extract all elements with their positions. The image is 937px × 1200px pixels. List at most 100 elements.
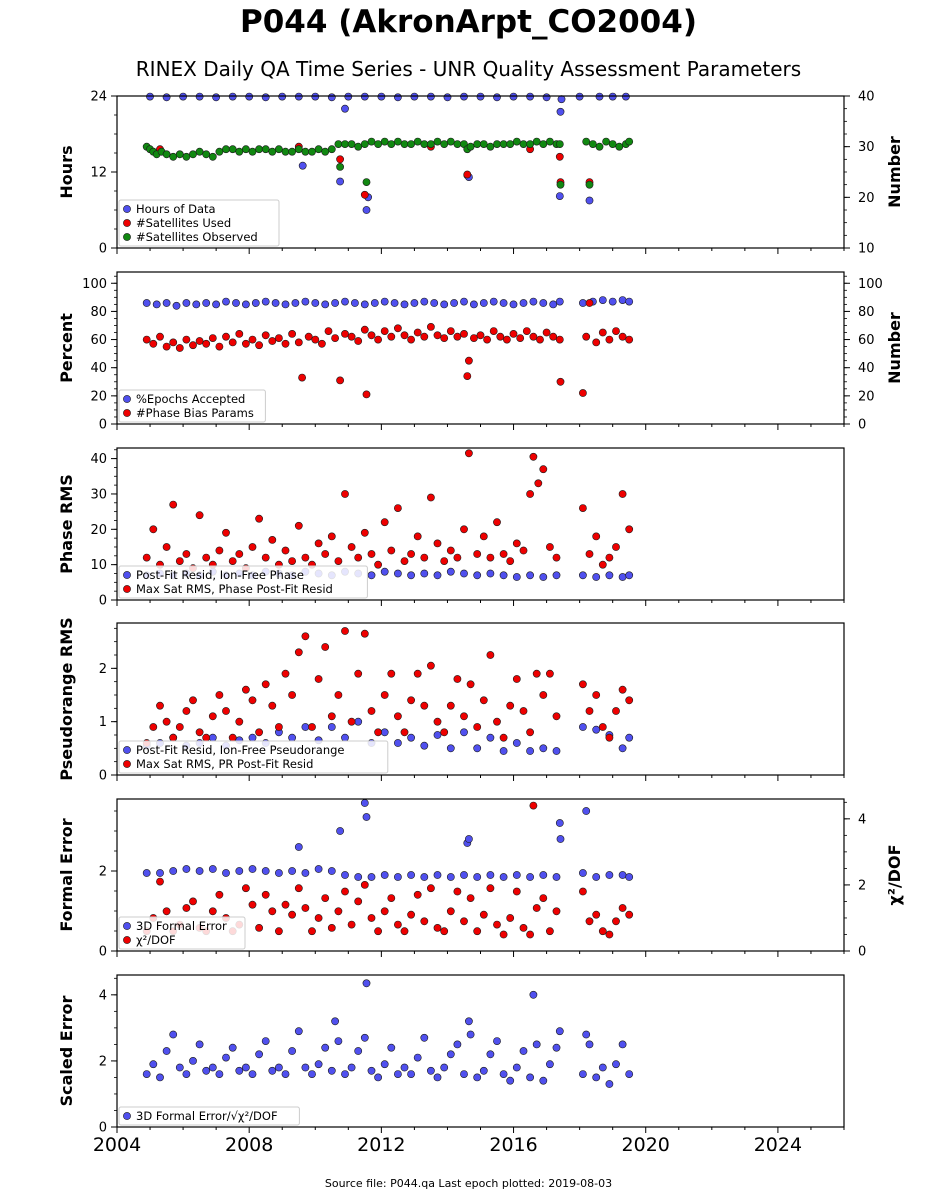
data-point: [162, 299, 171, 307]
data-point: [341, 627, 349, 635]
y-axis-label: Formal Error: [57, 818, 76, 931]
data-point: [618, 490, 627, 498]
data-point: [446, 873, 455, 881]
data-point: [539, 691, 548, 699]
data-point: [460, 712, 468, 721]
data-point: [420, 569, 429, 578]
data-point: [595, 142, 604, 151]
data-point: [496, 332, 505, 341]
data-point: [393, 324, 402, 333]
data-point: [301, 297, 310, 306]
data-point: [142, 1070, 151, 1078]
data-point: [499, 733, 508, 742]
data-point: [618, 685, 627, 694]
data-point: [512, 539, 521, 548]
data-point: [281, 300, 290, 309]
series-6-1: [142, 979, 634, 1088]
data-point: [552, 747, 561, 755]
data-point: [552, 1043, 561, 1052]
data-point: [579, 680, 587, 689]
data-point: [400, 1063, 409, 1072]
data-point: [235, 867, 244, 875]
data-point: [443, 93, 452, 102]
data-point: [327, 924, 336, 932]
y-tick-label: 0: [99, 418, 107, 433]
data-point: [367, 331, 376, 340]
data-point: [410, 299, 419, 307]
data-point: [162, 342, 171, 351]
data-point: [598, 927, 607, 936]
data-point: [248, 147, 257, 156]
data-point: [413, 532, 422, 541]
data-point: [336, 376, 344, 385]
data-point: [592, 532, 601, 541]
y2-tick-label: 30: [858, 140, 875, 155]
data-point: [288, 867, 296, 875]
data-point: [552, 553, 561, 562]
data-point: [532, 1040, 541, 1049]
data-point: [341, 887, 349, 896]
data-point: [228, 338, 237, 347]
data-point: [232, 299, 240, 307]
y-tick-label: 24: [90, 90, 107, 105]
data-point: [539, 140, 548, 148]
data-point: [499, 1070, 508, 1078]
data-point: [192, 300, 201, 309]
data-point: [235, 717, 244, 726]
data-point: [387, 669, 396, 678]
data-point: [440, 334, 449, 342]
data-point: [268, 147, 277, 156]
legend-marker: [123, 205, 131, 213]
data-point: [212, 93, 220, 102]
data-point: [618, 871, 627, 879]
data-point: [241, 145, 250, 154]
data-point: [433, 539, 442, 548]
y-tick-label: 20: [90, 389, 107, 404]
data-point: [294, 884, 303, 893]
data-point: [228, 145, 237, 154]
data-point: [453, 887, 462, 896]
panel-3: 0 10 20 30 40 Phase RMS Post-Fit Resid, Ion-Fr…: [57, 447, 845, 609]
data-point: [526, 930, 534, 939]
data-point: [625, 525, 634, 534]
data-point: [526, 571, 534, 580]
data-point: [255, 514, 263, 523]
data-point: [464, 356, 473, 365]
data-point: [261, 680, 270, 689]
y-tick-label: 2: [99, 865, 107, 880]
series-4-2: [142, 627, 634, 747]
y-tick-label: 30: [90, 487, 107, 502]
data-point: [426, 1066, 435, 1075]
y2-axis-label: χ²/DOF: [885, 845, 904, 906]
data-point: [360, 799, 369, 807]
legend-label: %Epochs Accepted: [136, 392, 245, 406]
data-point: [189, 1057, 197, 1065]
data-point: [519, 1047, 528, 1055]
data-point: [473, 927, 482, 936]
data-point: [301, 904, 310, 912]
y-tick-label: 0: [99, 769, 107, 784]
x-tick-label: 2008: [225, 1134, 273, 1156]
data-point: [336, 827, 344, 835]
y-tick-label: 100: [82, 277, 107, 292]
data-point: [582, 137, 591, 146]
data-point: [341, 297, 349, 306]
y-tick-label: 10: [90, 558, 107, 573]
data-point: [142, 553, 151, 562]
x-tick-label: 2004: [93, 1134, 141, 1156]
data-point: [479, 1066, 488, 1075]
data-point: [354, 553, 363, 562]
data-point: [241, 339, 250, 348]
data-point: [598, 328, 607, 337]
data-point: [579, 869, 587, 877]
y2-tick-label: 100: [858, 277, 883, 292]
data-point: [360, 300, 369, 309]
data-point: [189, 150, 197, 159]
data-point: [625, 696, 634, 705]
legend-marker: [123, 233, 131, 241]
data-point: [526, 873, 534, 881]
data-point: [493, 93, 501, 102]
data-point: [374, 1073, 382, 1082]
data-point: [539, 299, 548, 307]
data-point: [426, 140, 435, 148]
